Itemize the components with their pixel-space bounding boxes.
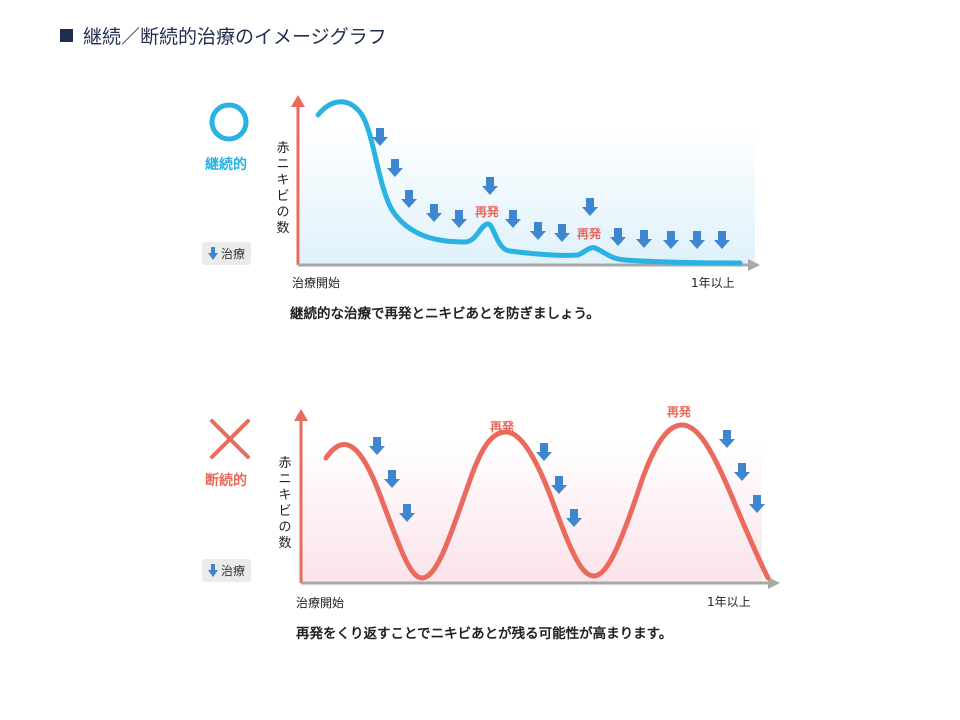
page-title: 継続／断続的治療のイメージグラフ: [60, 22, 387, 49]
treatment-legend: 治療: [202, 242, 252, 265]
x-axis-end-label: 1年以上: [691, 276, 735, 290]
y-axis-label: 赤ニキビの数: [276, 141, 290, 236]
down-arrow-icon: [208, 563, 218, 577]
intermittent-x-axis-arrowhead-icon: [768, 577, 780, 589]
intermittent-graph-background: [302, 442, 762, 582]
x-axis-end-label: 1年以上: [707, 595, 751, 609]
continuous-x-axis-arrowhead-icon: [748, 259, 760, 271]
relapse-label: 再発: [667, 404, 692, 419]
intermittent-y-axis-arrowhead-icon: [294, 409, 308, 421]
intermittent-curve: [323, 422, 771, 581]
intermittent-caption: 再発をくり返すことでニキビあとが残る可能性が高まります。: [296, 626, 673, 642]
down-arrow-icon: [208, 246, 218, 260]
y-axis-label: 赤ニキビの数: [278, 456, 292, 551]
x-axis-start-label: 治療開始: [292, 276, 341, 290]
page-title-text: 継続／断続的治療のイメージグラフ: [83, 26, 387, 48]
title-bullet-icon: [60, 29, 73, 42]
relapse-label: 再発: [475, 204, 500, 219]
relapse-label: 再発: [577, 226, 602, 241]
cross-icon: [210, 419, 250, 459]
continuous-caption: 継続的な治療で再発とニキビあとを防ぎましょう。: [290, 306, 600, 322]
intermittent-graph: 再発 再発: [210, 404, 780, 589]
intermittent-label: 断続的: [205, 473, 247, 489]
continuous-label: 継続的: [205, 157, 247, 173]
continuous-graph-background: [300, 125, 755, 265]
treatment-legend: 治療: [202, 559, 252, 582]
continuous-curve: [315, 99, 743, 266]
treatment-legend-label: 治療: [221, 564, 246, 578]
treatment-legend-label: 治療: [221, 247, 246, 261]
circle-icon: [209, 102, 249, 142]
continuous-y-axis-arrowhead-icon: [291, 95, 305, 107]
relapse-label: 再発: [490, 419, 515, 434]
continuous-graph: 再発 再発: [209, 95, 760, 271]
x-axis-start-label: 治療開始: [296, 596, 345, 610]
